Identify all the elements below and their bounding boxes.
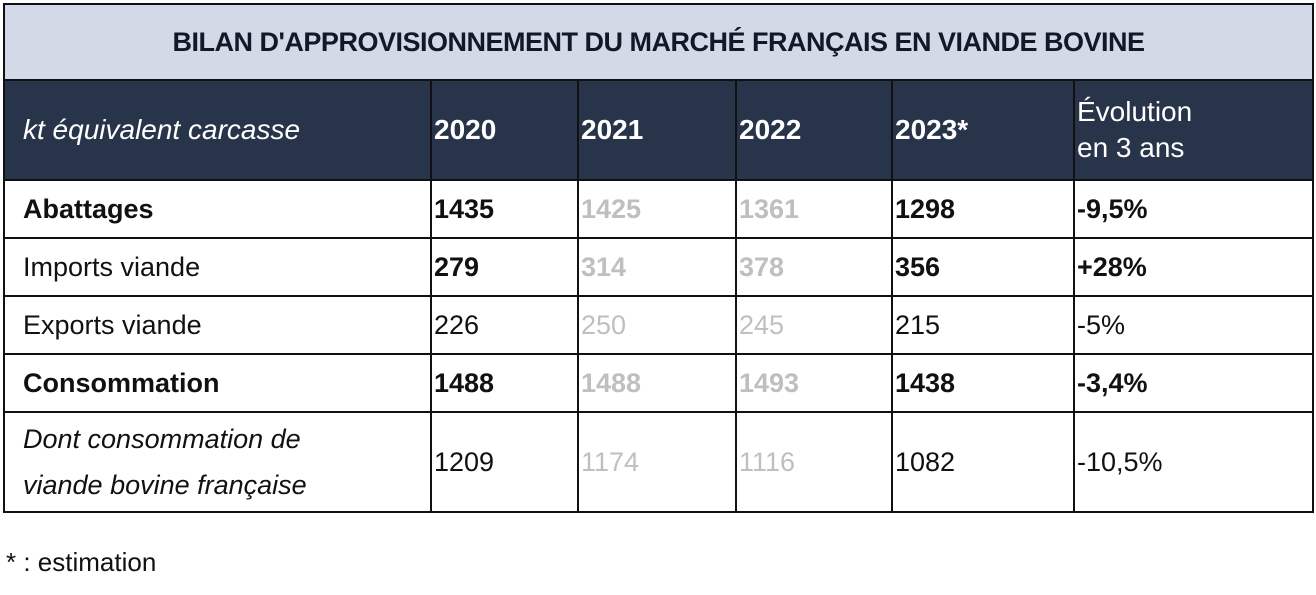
table-row-abattages: Abattages 1435 1425 1361 1298 -9,5% (3, 179, 1315, 239)
supply-balance-table-container: BILAN D'APPROVISIONNEMENT DU MARCHÉ FRAN… (2, 3, 1315, 513)
value-2023: 1082 (891, 411, 1075, 513)
value-2022: 245 (735, 295, 893, 355)
evolution-value: -10,5% (1072, 411, 1315, 513)
row-label: Dont consommation de viande bovine frança… (3, 411, 432, 513)
evolution-value: -9,5% (1072, 179, 1315, 239)
value-2021: 314 (577, 237, 737, 297)
evolution-header-line2: en 3 ans (1077, 132, 1185, 163)
supply-balance-table: BILAN D'APPROVISIONNEMENT DU MARCHÉ FRAN… (2, 3, 1315, 513)
row-label-line2: viande bovine française (23, 470, 307, 500)
value-2021: 1488 (577, 353, 737, 413)
footnote: * : estimation (6, 547, 157, 577)
value-2022: 1493 (735, 353, 893, 413)
value-2020: 1435 (430, 179, 579, 239)
table-row-consommation-francaise: Dont consommation de viande bovine frança… (3, 411, 1315, 513)
table-row-consommation: Consommation 1488 1488 1493 1438 -3,4% (3, 353, 1315, 413)
value-2020: 279 (430, 237, 579, 297)
value-2020: 1488 (430, 353, 579, 413)
title-row: BILAN D'APPROVISIONNEMENT DU MARCHÉ FRAN… (2, 3, 1315, 81)
value-2023: 356 (891, 237, 1075, 297)
year-header-2020: 2020 (430, 79, 579, 181)
row-label: Exports viande (3, 295, 432, 355)
value-2023: 1298 (891, 179, 1075, 239)
value-2020: 1209 (430, 411, 579, 513)
year-header-2021: 2021 (577, 79, 737, 181)
row-label: Consommation (3, 353, 432, 413)
evolution-header-line1: Évolution (1077, 96, 1193, 127)
header-row: kt équivalent carcasse 2020 2021 2022 20… (3, 79, 1315, 181)
row-label: Abattages (3, 179, 432, 239)
value-2021: 250 (577, 295, 737, 355)
value-2022: 1116 (735, 411, 893, 513)
evolution-value: -3,4% (1072, 353, 1315, 413)
value-2022: 378 (735, 237, 893, 297)
value-2021: 1174 (577, 411, 737, 513)
unit-label-header: kt équivalent carcasse (3, 79, 432, 181)
value-2022: 1361 (735, 179, 893, 239)
table-title: BILAN D'APPROVISIONNEMENT DU MARCHÉ FRAN… (2, 3, 1315, 81)
table-row-exports: Exports viande 226 250 245 215 -5% (3, 295, 1315, 355)
row-label: Imports viande (3, 237, 432, 297)
value-2021: 1425 (577, 179, 737, 239)
value-2023: 1438 (891, 353, 1075, 413)
evolution-header: Évolution en 3 ans (1072, 79, 1315, 181)
row-label-line1: Dont consommation de (23, 424, 301, 454)
year-header-2023: 2023* (891, 79, 1075, 181)
table-row-imports: Imports viande 279 314 378 356 +28% (3, 237, 1315, 297)
value-2020: 226 (430, 295, 579, 355)
value-2023: 215 (891, 295, 1075, 355)
evolution-value: -5% (1072, 295, 1315, 355)
year-header-2022: 2022 (735, 79, 893, 181)
evolution-value: +28% (1072, 237, 1315, 297)
